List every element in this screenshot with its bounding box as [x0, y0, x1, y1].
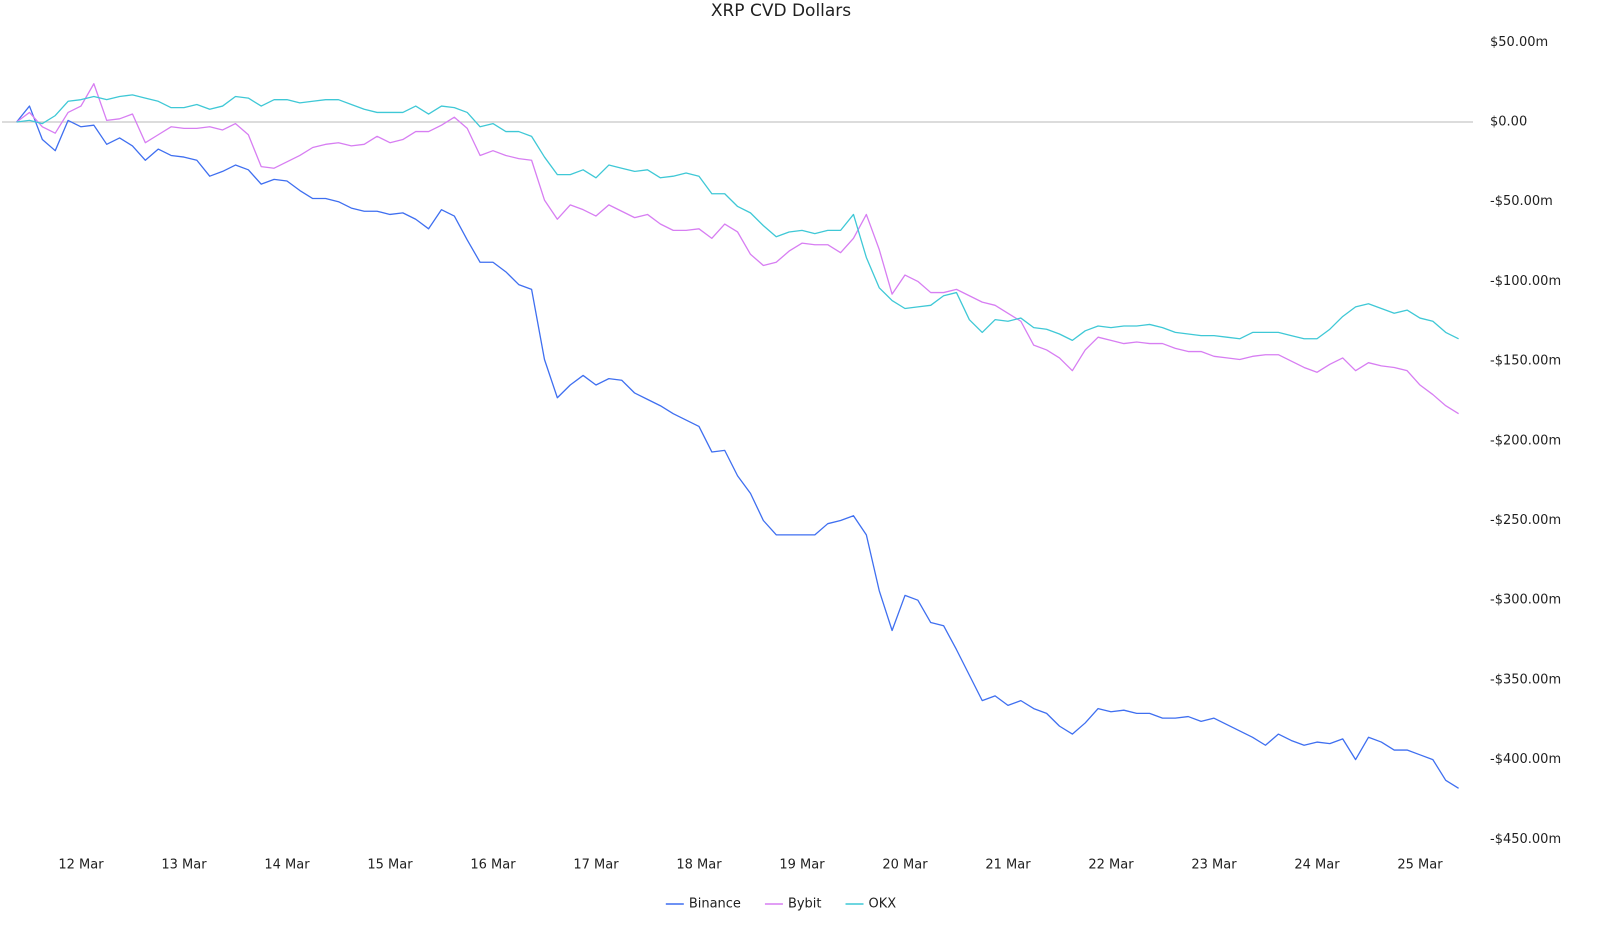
series-line: [16, 94, 1459, 342]
y-tick-label: -$100.00m: [1490, 274, 1561, 289]
y-tick-label: -$350.00m: [1490, 672, 1561, 687]
x-tick-label: 12 Mar: [58, 858, 104, 873]
x-tick-label: 14 Mar: [264, 858, 310, 873]
y-tick-label: -$300.00m: [1490, 593, 1561, 608]
x-tick-label: 23 Mar: [1191, 858, 1237, 873]
legend-label: Bybit: [788, 897, 822, 912]
y-tick-label: -$250.00m: [1490, 513, 1561, 528]
x-tick-label: 22 Mar: [1088, 858, 1134, 873]
y-tick-label: $50.00m: [1490, 35, 1548, 50]
y-tick-label: -$200.00m: [1490, 433, 1561, 448]
x-tick-label: 19 Mar: [779, 858, 825, 873]
chart-title: XRP CVD Dollars: [711, 1, 851, 21]
legend-label: Binance: [689, 897, 741, 912]
x-tick-label: 24 Mar: [1294, 858, 1340, 873]
y-tick-label: -$400.00m: [1490, 752, 1561, 767]
x-tick-label: 25 Mar: [1397, 858, 1443, 873]
y-tick-label: -$450.00m: [1490, 832, 1561, 847]
y-tick-label: -$50.00m: [1490, 194, 1553, 209]
y-tick-label: $0.00: [1490, 115, 1527, 130]
x-tick-label: 13 Mar: [161, 858, 207, 873]
x-tick-label: 21 Mar: [985, 858, 1031, 873]
series-line: [16, 83, 1459, 415]
x-tick-label: 15 Mar: [367, 858, 413, 873]
series-line: [16, 105, 1459, 789]
x-tick-label: 18 Mar: [676, 858, 722, 873]
x-tick-label: 16 Mar: [470, 858, 516, 873]
legend-label: OKX: [869, 897, 897, 912]
x-tick-label: 20 Mar: [882, 858, 928, 873]
y-tick-label: -$150.00m: [1490, 354, 1561, 369]
x-tick-label: 17 Mar: [573, 858, 619, 873]
